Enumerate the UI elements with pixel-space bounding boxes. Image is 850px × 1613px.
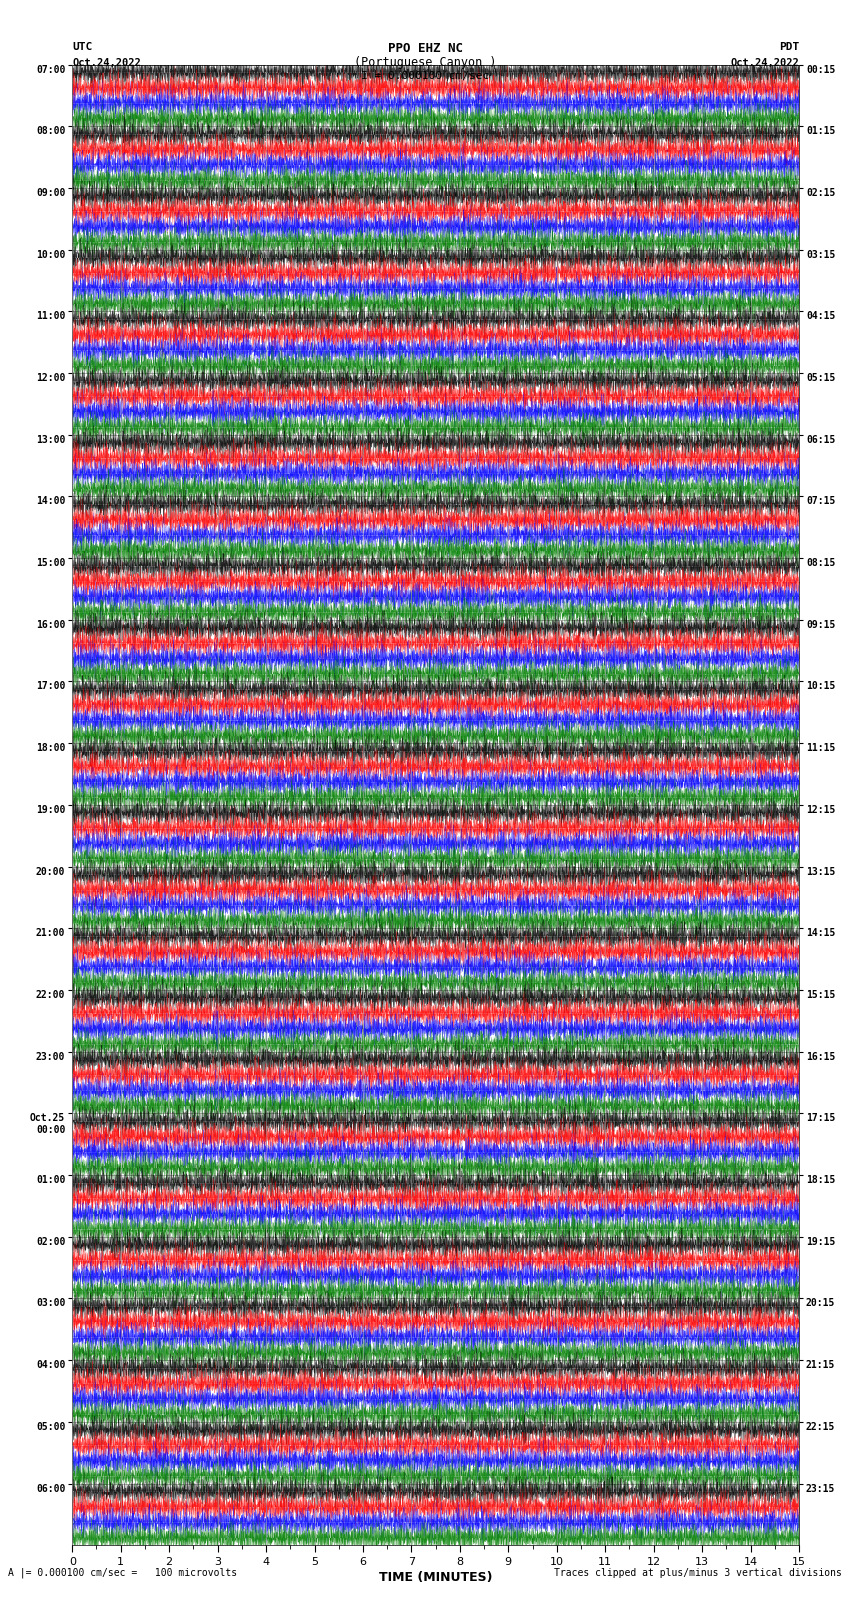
Text: Oct.24,2022: Oct.24,2022 [730,58,799,68]
Text: Traces clipped at plus/minus 3 vertical divisions: Traces clipped at plus/minus 3 vertical … [553,1568,842,1578]
Text: PDT: PDT [779,42,799,52]
Text: (Portuguese Canyon ): (Portuguese Canyon ) [354,56,496,69]
X-axis label: TIME (MINUTES): TIME (MINUTES) [379,1571,492,1584]
Text: PPO EHZ NC: PPO EHZ NC [388,42,462,55]
Text: A |= 0.000100 cm/sec =   100 microvolts: A |= 0.000100 cm/sec = 100 microvolts [8,1568,238,1579]
Text: I = 0.000100 cm/sec: I = 0.000100 cm/sec [361,71,489,81]
Text: UTC: UTC [72,42,93,52]
Text: Oct.24,2022: Oct.24,2022 [72,58,141,68]
